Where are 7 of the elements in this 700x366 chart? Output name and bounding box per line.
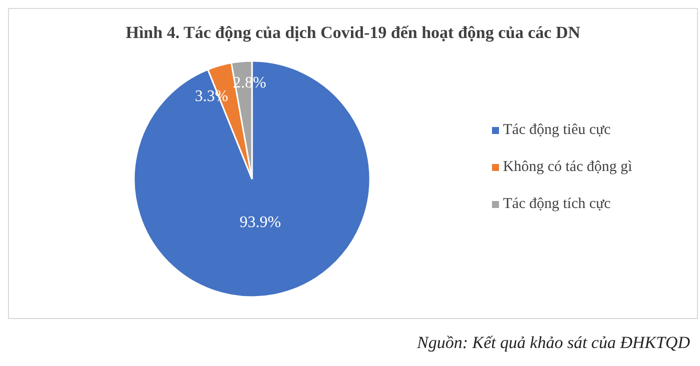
text: Nguồn: Kết quả khảo sát của ĐHKTQD [416,333,691,352]
data-label: 93.9% [240,214,281,231]
chart-title: Hình 4. Tác động của dịch Covid-19 đến hoạt động của các DN [126,23,581,42]
legend-label: Tác động tiêu cực [503,122,612,138]
legend-label: Không có tác động gì [503,159,632,175]
legend-label: Tác động tích cực [503,196,612,212]
pie-slice [133,60,371,298]
